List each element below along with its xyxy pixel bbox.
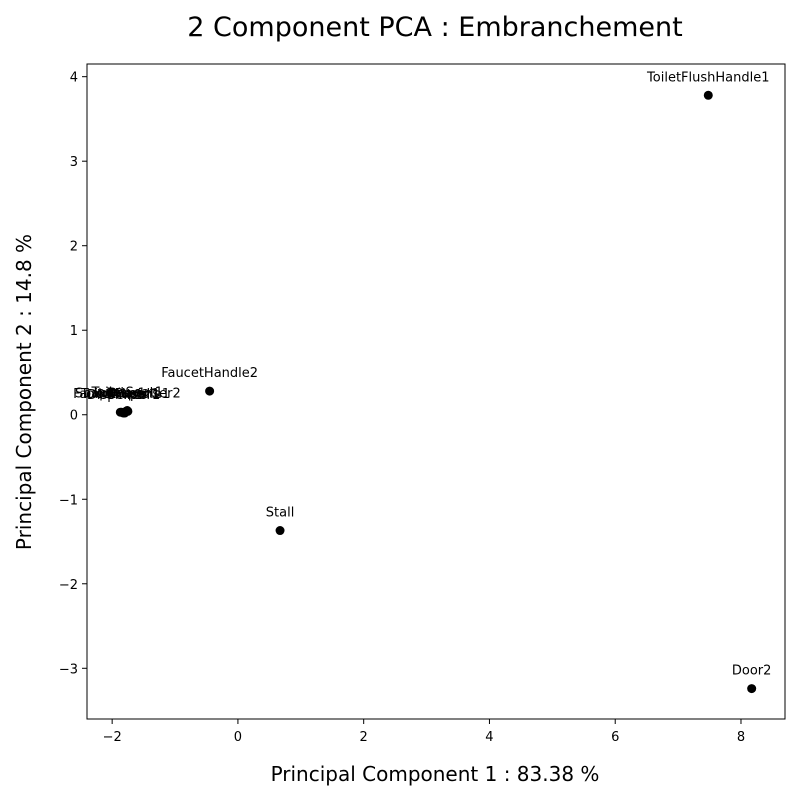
point-label: Door2 — [732, 664, 772, 679]
y-tick-label: −2 — [59, 578, 78, 593]
x-tick-label: 4 — [485, 730, 493, 745]
x-axis-title: Principal Component 1 : 83.38 % — [271, 762, 600, 786]
point-label: ToiletPaper1 — [80, 387, 160, 402]
point-label: SoapDispenser2 — [75, 386, 181, 401]
y-tick-label: 1 — [70, 324, 78, 339]
chart-title: 2 Component PCA : Embranchement — [187, 12, 682, 43]
x-tick-label: 2 — [360, 730, 368, 745]
point-label: Stall — [266, 506, 295, 521]
x-tick-label: −2 — [103, 730, 122, 745]
y-tick-label: 2 — [70, 240, 78, 255]
point-label: Dispenser1 — [87, 388, 160, 403]
data-point — [275, 526, 285, 536]
y-axis-title: Principal Component 2 : 14.8 % — [12, 234, 36, 550]
data-points — [115, 90, 757, 694]
point-labels: ToiletFlushHandle1 FaucetHandle2 ToiletSea… — [73, 70, 771, 678]
point-label: ToiletSeat1 — [90, 386, 163, 401]
x-axis: −2 0 2 4 6 8 — [103, 719, 745, 745]
data-point — [747, 684, 757, 694]
point-label: Sink1 — [107, 388, 143, 403]
point-label: FaucetHandle1 — [73, 387, 170, 402]
y-tick-label: 0 — [70, 409, 78, 424]
y-axis: −3 −2 −1 0 1 2 3 4 — [59, 71, 87, 677]
data-point — [205, 386, 215, 396]
y-tick-label: −3 — [59, 662, 78, 677]
y-tick-label: −1 — [59, 493, 78, 508]
plot-area-frame — [86, 63, 786, 720]
point-label: Door1 — [106, 386, 146, 401]
x-tick-label: 0 — [234, 730, 242, 745]
data-point — [703, 90, 713, 100]
x-tick-label: 8 — [737, 730, 745, 745]
point-label: ToiletFlushHandle1 — [646, 70, 769, 85]
y-tick-label: 4 — [70, 71, 78, 86]
data-point — [120, 408, 130, 418]
y-tick-label: 3 — [70, 155, 78, 170]
x-tick-label: 6 — [611, 730, 619, 745]
point-label: FaucetHandle2 — [161, 366, 258, 381]
